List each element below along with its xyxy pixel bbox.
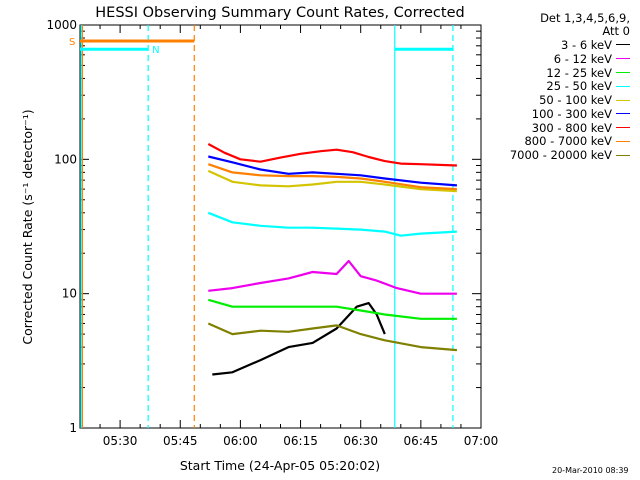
legend-swatch: [616, 44, 630, 46]
legend-entry: 100 - 300 keV: [480, 107, 630, 121]
legend-entry: 25 - 50 keV: [480, 79, 630, 93]
x-tick-label: 06:00: [223, 434, 258, 448]
series-line: [207, 211, 457, 237]
legend-swatch: [616, 71, 630, 73]
legend-entry: 800 - 7000 keV: [480, 134, 630, 149]
x-tick-label: 07:00: [464, 434, 499, 448]
y-tick-label: 1: [69, 421, 77, 435]
legend-swatch: [616, 113, 630, 115]
series-line: [208, 155, 457, 187]
footer-timestamp: 20-Mar-2010 08:39: [552, 466, 629, 475]
series-line: [207, 298, 457, 320]
legend-entry: 3 - 6 keV: [480, 38, 630, 52]
legend-label: 6 - 12 keV: [553, 51, 612, 66]
series-line: [207, 143, 457, 167]
legend-swatch: [616, 127, 630, 129]
legend-label: 50 - 100 keV: [539, 93, 612, 108]
y-tick-label: 100: [54, 152, 77, 166]
legend-label: 25 - 50 keV: [546, 79, 612, 94]
legend-swatch: [616, 58, 630, 60]
legend: Det 1,3,4,5,6,9, Att 0 3 - 6 keV 6 - 12 k…: [480, 12, 630, 162]
legend-swatch: [616, 99, 630, 101]
night-label: N: [152, 45, 159, 56]
legend-swatch: [616, 154, 630, 156]
legend-entry: 300 - 800 keV: [480, 121, 630, 135]
legend-label: 300 - 800 keV: [531, 120, 612, 135]
legend-header-2: Att 0: [602, 24, 630, 38]
annotation-layer: SN: [69, 25, 454, 428]
legend-label: 800 - 7000 keV: [524, 134, 612, 149]
legend-label: 12 - 25 keV: [546, 65, 612, 80]
legend-rows: 3 - 6 keV 6 - 12 keV 12 - 25 keV 25 - 50 ke…: [480, 38, 630, 162]
axis-ticks: 05:30 05:45 06:00 06:15 06:30 06:45 07:00 1 10 10…: [46, 18, 498, 448]
legend-entry: 6 - 12 keV: [480, 52, 630, 66]
y-axis-label: Corrected Count Rate (s⁻¹ detector⁻¹): [20, 109, 35, 344]
x-tick-label: 06:30: [343, 434, 378, 448]
legend-label: 3 - 6 keV: [561, 37, 612, 52]
legend-label: 7000 - 20000 keV: [509, 148, 612, 163]
legend-entry: 50 - 100 keV: [480, 93, 630, 107]
series-line: [212, 302, 386, 376]
x-tick-label: 05:45: [163, 434, 198, 448]
series-line: [207, 322, 457, 352]
legend-entry: 7000 - 20000 keV: [480, 148, 630, 162]
legend-header-1: Det 1,3,4,5,6,9,: [540, 11, 630, 25]
x-axis-label: Start Time (24-Apr-05 05:20:02): [180, 458, 380, 473]
series-line: [207, 169, 457, 193]
legend-swatch: [616, 85, 630, 87]
series-line: [208, 259, 457, 295]
y-tick-label: 1000: [46, 18, 77, 32]
legend-entry: 12 - 25 keV: [480, 66, 630, 80]
y-tick-label: 10: [62, 287, 77, 301]
x-tick-label: 06:15: [283, 434, 318, 448]
x-tick-label: 06:45: [404, 434, 439, 448]
legend-label: 100 - 300 keV: [531, 106, 612, 121]
series-layer: [207, 143, 457, 376]
x-tick-label: 05:30: [103, 434, 138, 448]
series-line: [207, 163, 457, 191]
saa-label: S: [69, 37, 75, 48]
legend-swatch: [616, 140, 630, 142]
chart-title: HESSI Observing Summary Count Rates, Cor…: [95, 5, 464, 21]
